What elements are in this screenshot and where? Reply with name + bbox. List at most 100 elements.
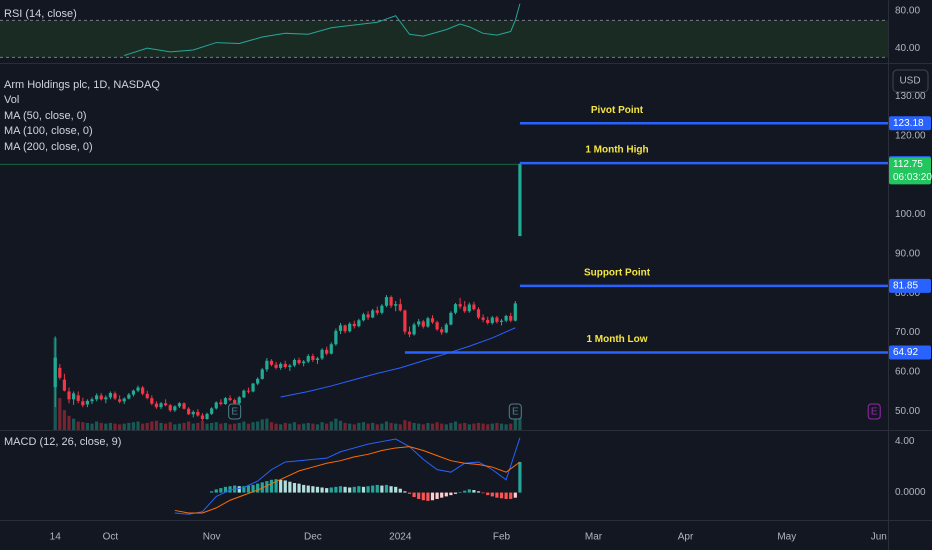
macd-histogram-bar [481,492,485,494]
price-tag [889,116,931,131]
candle-body [435,322,439,330]
volume-bar [154,420,159,430]
level-label: 1 Month High [585,145,648,156]
macd-histogram-bar [435,492,439,499]
macd-histogram-bar [375,484,379,493]
volume-bar [164,423,168,430]
candle-body [389,297,393,306]
candle-body [394,304,398,306]
volume-bar [72,418,76,430]
macd-histogram-bar [398,488,402,493]
volume-bar [476,422,481,430]
macd-histogram-bar [246,485,251,493]
volume-bar [62,410,67,430]
volume-bar [223,422,228,430]
earnings-label: E [231,407,238,418]
macd-line [174,437,521,515]
volume-bar [260,419,264,430]
level-label: Support Point [584,267,651,278]
volume-bar [145,422,149,430]
candle-body [127,394,131,399]
price-tag [889,278,931,293]
macd-histogram-bar [219,488,223,493]
candle-body [338,325,343,331]
volume-bar [200,420,205,430]
last-price-tag [889,157,931,185]
macd-histogram-bar [279,479,283,493]
macd-histogram-bar [490,492,494,497]
volume-bar [306,422,310,430]
candle-body [513,303,517,321]
volume-bar [237,422,241,430]
candle-body [504,315,508,321]
candle-body [325,349,329,354]
candle-body [426,318,430,327]
macd-histogram-bar [348,487,352,493]
candle-body [398,304,402,311]
candle-body [292,359,297,366]
volume-bar [288,423,292,430]
volume-bar [430,423,435,430]
signal-line [174,446,521,514]
currency-button[interactable] [892,69,929,93]
candle-body [214,402,218,409]
candle-body [108,393,113,398]
ma-line [280,327,516,398]
rsi-line [124,3,521,56]
volume-bar [99,422,103,430]
macd-histogram-bar [251,484,255,493]
candle-body [518,164,522,237]
volume-bar [279,424,283,430]
volume-bar [357,422,361,430]
volume-bar [127,422,131,430]
candle-body [81,401,85,406]
volume-bar [196,422,200,430]
volume-bar [150,421,154,430]
macd-histogram-bar [412,492,416,498]
candle-body [449,312,453,325]
volume-bar [490,423,494,430]
candle-body [509,315,513,321]
macd-histogram-bar [430,492,435,501]
y-tick-label: 90.00 [895,248,920,259]
volume-bar [366,423,370,430]
volume-bar [311,423,315,430]
candle-body [256,378,260,384]
volume-bar [256,421,260,430]
volume-bar [219,423,223,430]
x-tick-label: Nov [203,532,221,543]
candle-body [72,393,76,400]
candle-body [467,304,471,312]
candle-body [196,411,200,416]
candle-body [375,310,379,313]
macd-histogram-bar [269,479,274,493]
macd-histogram-bar [384,484,389,493]
rsi-band [0,20,888,58]
candle-body [440,329,444,333]
y-tick-label: 60.00 [895,366,920,377]
volume-bar [168,422,172,430]
volume-bar [384,421,389,430]
macd-histogram-bar [453,492,458,494]
candle-body [159,403,163,408]
volume-bar [242,421,246,430]
volume-bar [329,421,333,430]
macd-histogram-bar [444,492,448,497]
candle-body [384,297,389,306]
currency-label[interactable]: USD [899,76,920,87]
x-tick-label: Dec [304,532,322,543]
macd-histogram-bar [463,490,467,493]
candle-body [136,387,140,391]
candle-body [150,398,154,404]
macd-histogram-bar [357,486,361,493]
candle-body [421,321,425,327]
earnings-marker [228,403,242,420]
price-tag-label: 123.18 [893,118,924,129]
candle-body [334,330,338,345]
volume-bar [90,423,94,430]
price-tag [889,345,931,360]
volume-bar [435,422,439,430]
candle-body [297,359,301,364]
candle-body [495,317,499,322]
volume-bar [504,424,508,430]
